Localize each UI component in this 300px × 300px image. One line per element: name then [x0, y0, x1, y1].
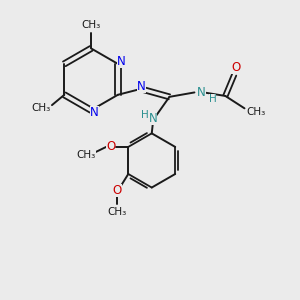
Text: O: O	[112, 184, 122, 197]
Text: H: H	[208, 94, 216, 104]
Text: H: H	[140, 110, 148, 119]
Text: CH₃: CH₃	[107, 207, 127, 217]
Text: O: O	[231, 61, 240, 74]
Text: N: N	[197, 86, 206, 99]
Text: N: N	[148, 112, 157, 125]
Text: CH₃: CH₃	[31, 103, 50, 113]
Text: N: N	[117, 55, 126, 68]
Text: CH₃: CH₃	[77, 150, 96, 160]
Text: N: N	[137, 80, 146, 93]
Text: CH₃: CH₃	[82, 20, 101, 30]
Text: N: N	[90, 106, 99, 119]
Text: CH₃: CH₃	[246, 107, 265, 117]
Text: O: O	[106, 140, 115, 153]
